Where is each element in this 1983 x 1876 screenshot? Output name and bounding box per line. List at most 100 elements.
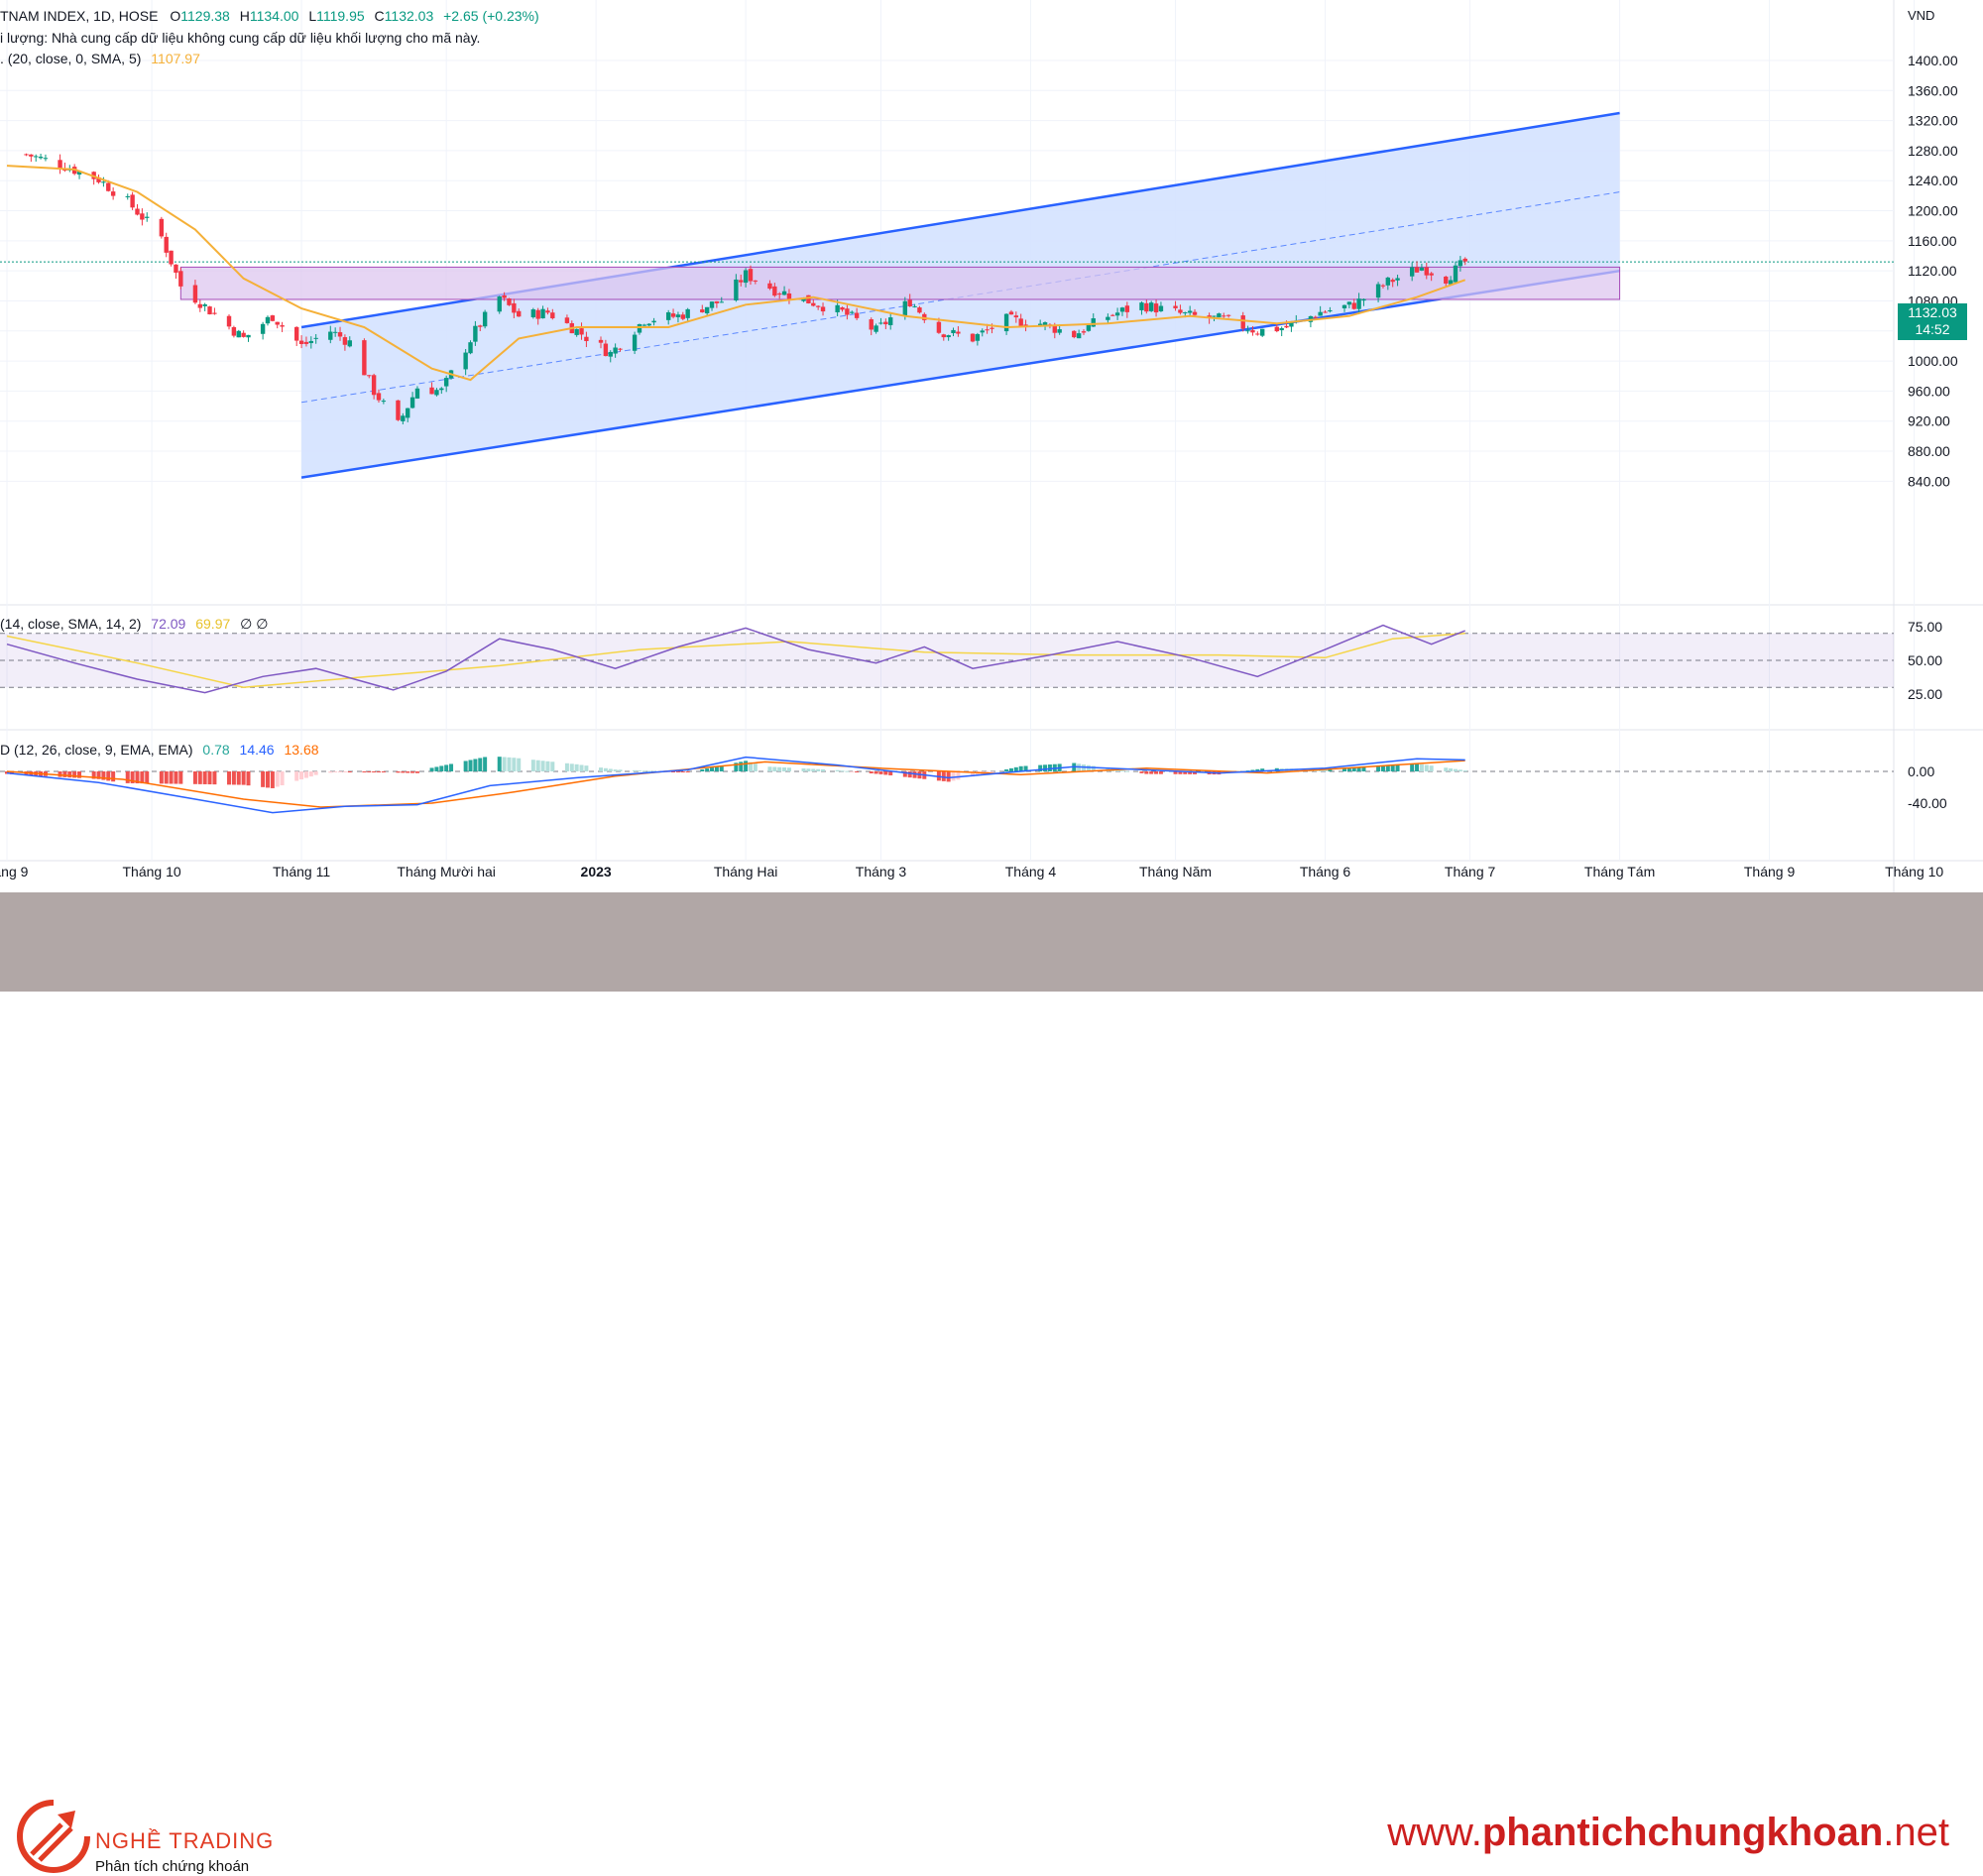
macd-histogram-bar: [550, 762, 555, 771]
candle-body: [468, 342, 473, 354]
macd-legend[interactable]: D (12, 26, close, 9, EMA, EMA) 0.78 14.4…: [0, 742, 319, 758]
candle-body: [197, 303, 202, 308]
candle-body: [473, 325, 478, 342]
ma-value: 1107.97: [151, 51, 200, 66]
macd-histogram-bar: [646, 770, 651, 772]
candle-body: [753, 280, 758, 282]
macd-histogram-bar: [1004, 768, 1009, 771]
candle-body: [280, 325, 285, 327]
chart-canvas[interactable]: 1400.00 1360.00 1320.00 1280.00 1240.00 1200.…: [0, 0, 1983, 892]
macd-histogram-bar: [303, 771, 308, 778]
candle-body: [1448, 280, 1454, 285]
candle-body: [1158, 305, 1164, 311]
candle-body: [1148, 302, 1154, 311]
high-value: 1134.00: [249, 8, 299, 24]
candle-body: [1139, 302, 1144, 310]
candle-body: [76, 171, 82, 176]
price-tick-label: 1360.00: [1908, 82, 1958, 98]
macd-histogram-bar: [782, 767, 787, 771]
symbol-name[interactable]: TNAM INDEX, 1D, HOSE: [0, 8, 159, 24]
candle-body: [603, 343, 609, 357]
macd-histogram-bar: [1144, 771, 1149, 774]
macd-histogram-bar: [473, 759, 478, 771]
macd-histogram-bar: [990, 771, 994, 773]
candle-body: [618, 348, 623, 350]
candle-body: [1395, 278, 1400, 281]
macd-histogram-bar: [671, 771, 676, 772]
macd-signal-value: 13.68: [284, 742, 319, 758]
drawings-layer[interactable]: [0, 111, 1894, 479]
ma-label[interactable]: . (20, close, 0, SMA, 5): [0, 51, 142, 66]
price-tick-label: 1240.00: [1908, 173, 1958, 188]
macd-histogram-bar: [772, 766, 777, 771]
macd-label[interactable]: D (12, 26, close, 9, EMA, EMA): [0, 742, 193, 758]
candle-body: [1008, 311, 1014, 315]
macd-histogram-bar: [468, 760, 473, 771]
macd-histogram-bar: [275, 771, 280, 787]
candle-body: [328, 331, 333, 340]
price-tick-label: 920.00: [1908, 413, 1950, 429]
candle-body: [140, 213, 145, 220]
macd-histogram-bar: [401, 771, 406, 773]
candle-body: [883, 321, 888, 325]
rsi-label[interactable]: (14, close, SMA, 14, 2): [0, 616, 142, 632]
macd-histogram-bar: [478, 758, 483, 771]
candle-body: [110, 191, 116, 196]
candle-body: [1114, 312, 1120, 316]
candle-body: [806, 294, 811, 303]
symbol-legend[interactable]: TNAM INDEX, 1D, HOSE O1129.38 H1134.00 L…: [0, 8, 539, 24]
macd-histogram-bar: [313, 771, 318, 775]
macd-histogram-bar: [1351, 767, 1356, 771]
candle-body: [1424, 267, 1429, 276]
macd-histogram-bar: [840, 770, 845, 772]
candle-body: [24, 154, 29, 156]
candle-body: [1212, 315, 1217, 317]
macd-histogram-bar: [618, 769, 623, 771]
rsi-legend[interactable]: (14, close, SMA, 14, 2) 72.09 69.97 ∅ ∅: [0, 616, 268, 633]
macd-histogram-bar: [714, 766, 719, 771]
candle-body: [1390, 280, 1395, 283]
rsi-extra-value: ∅ ∅: [240, 616, 269, 632]
candle-body: [767, 283, 772, 290]
price-tick-label: 1200.00: [1908, 203, 1958, 219]
macd-histogram-bar: [135, 771, 140, 784]
macd-histogram-bar: [174, 771, 178, 784]
macd-histogram-bar: [642, 770, 646, 772]
candle-body: [946, 335, 951, 338]
price-tick-label: 1120.00: [1908, 263, 1957, 279]
time-tick-label: Tháng Năm: [1139, 864, 1212, 879]
macd-histogram-bar: [816, 768, 821, 771]
macd-histogram-bar: [888, 771, 893, 775]
candle-body: [236, 330, 241, 338]
macd-histogram-bar: [372, 771, 377, 772]
candle-body: [101, 181, 106, 183]
low-label: L: [308, 8, 317, 24]
macd-histogram-bar: [633, 769, 638, 771]
macd-histogram-bar: [299, 771, 304, 780]
macd-histogram-bar: [197, 771, 202, 784]
website-url[interactable]: www.phantichchungkhoan.net: [1387, 1811, 1949, 1855]
macd-histogram-bar: [680, 771, 685, 772]
macd-histogram-bar: [434, 766, 439, 771]
candle-body: [840, 306, 845, 310]
macd-histogram-bar: [613, 769, 618, 771]
macd-histogram-bar: [941, 771, 946, 781]
time-tick-label: Tháng 9: [1744, 864, 1796, 879]
candle-body: [58, 160, 62, 169]
macd-histogram-bar: [376, 771, 381, 772]
candle-body: [1429, 273, 1434, 276]
macd-histogram-bar: [883, 771, 888, 775]
candle-body: [1444, 276, 1449, 284]
macd-histogram-bar: [1091, 765, 1096, 771]
candle-body: [1222, 315, 1226, 317]
ma-legend[interactable]: . (20, close, 0, SMA, 5) 1107.97: [0, 51, 200, 66]
macd-histogram-bar: [1410, 763, 1415, 771]
macd-histogram-bar: [77, 771, 82, 778]
macd-histogram-bar: [569, 763, 574, 771]
macd-histogram-bar: [845, 770, 850, 772]
candle-body: [545, 310, 550, 313]
channel-lower-line: [300, 269, 1620, 479]
rsi-value: 72.09: [151, 616, 186, 632]
candle-body: [941, 334, 946, 338]
candle-body: [231, 326, 237, 336]
